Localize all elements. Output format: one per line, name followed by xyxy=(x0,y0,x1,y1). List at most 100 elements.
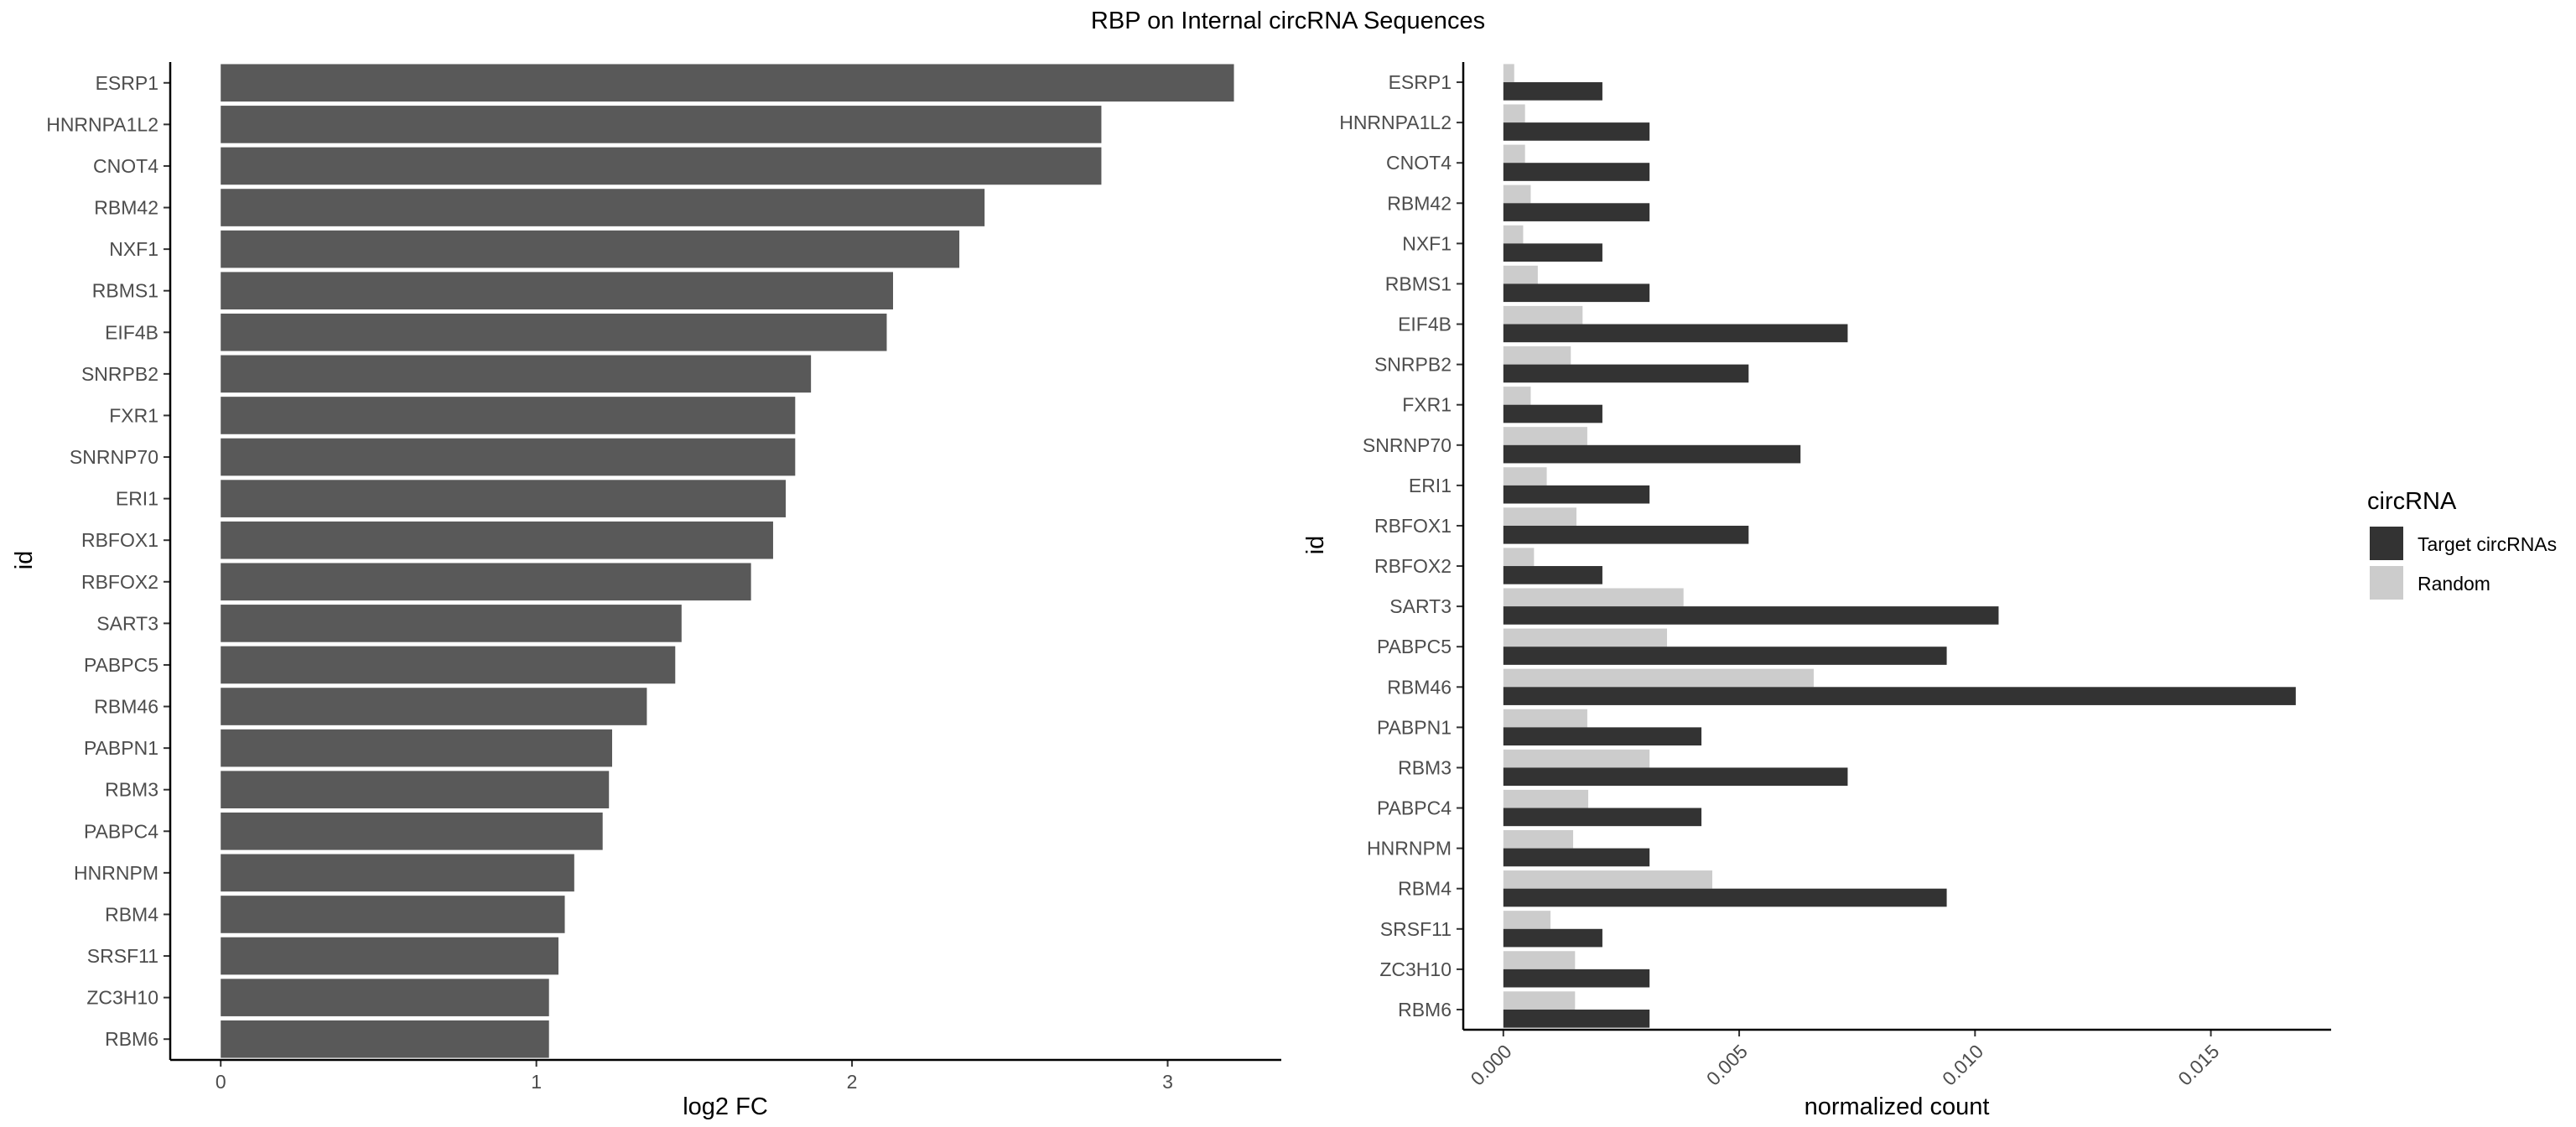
random-bar xyxy=(1503,588,1684,607)
log2fc-bar xyxy=(221,812,603,850)
log2fc-bar xyxy=(221,854,574,892)
log2fc-bar xyxy=(221,480,787,517)
left-x-ticks: 0 1 2 3 xyxy=(216,1060,1173,1093)
target-circrna-bar xyxy=(1503,82,1602,101)
left-y-tick-label: ZC3H10 xyxy=(86,987,158,1009)
normalized-count-bars xyxy=(1503,64,2296,1028)
log2fc-bar-chart: ESRP1HNRNPA1L2CNOT4RBM42NXF1RBMS1EIF4BSN… xyxy=(11,62,1281,1120)
log2fc-bar xyxy=(221,605,682,642)
target-circrna-bar xyxy=(1503,485,1650,504)
right-y-axis-title: id xyxy=(1302,536,1329,555)
random-bar xyxy=(1503,427,1587,445)
random-bar xyxy=(1503,628,1667,647)
target-circrna-bar xyxy=(1503,122,1650,141)
log2fc-bar xyxy=(221,355,812,393)
log2fc-bar xyxy=(221,688,647,725)
log2fc-bar xyxy=(221,313,887,351)
target-circrna-bar xyxy=(1503,647,1947,665)
random-bar xyxy=(1503,64,1514,83)
right-y-tick-label: ZC3H10 xyxy=(1379,958,1452,980)
right-y-tick-label: PABPN1 xyxy=(1377,716,1452,738)
target-circrna-bar xyxy=(1503,444,1801,464)
log2fc-bar xyxy=(221,106,1102,143)
legend-label-target: Target circRNAs xyxy=(2418,533,2557,555)
target-circrna-bar xyxy=(1503,727,1702,746)
left-y-tick-label: SART3 xyxy=(96,612,158,634)
right-y-tick-label: NXF1 xyxy=(1402,232,1452,254)
random-bar xyxy=(1503,911,1551,929)
left-x-tick-label: 1 xyxy=(531,1071,542,1093)
left-y-tick-label: EIF4B xyxy=(105,321,158,343)
right-y-tick-label: RBM42 xyxy=(1387,192,1452,214)
left-y-tick-label: HNRNPA1L2 xyxy=(46,113,158,135)
left-y-tick-label: RBM46 xyxy=(94,696,158,718)
target-circrna-bar xyxy=(1503,687,2296,705)
random-bar xyxy=(1503,305,1583,325)
target-circrna-bar xyxy=(1503,1009,1650,1028)
left-y-tick-label: SNRNP70 xyxy=(70,446,158,468)
left-y-tick-label: RBM3 xyxy=(105,779,158,801)
left-y-tick-label: PABPC5 xyxy=(84,654,158,676)
target-circrna-bar xyxy=(1503,324,1848,343)
log2fc-bar xyxy=(221,937,558,975)
right-y-tick-label: PABPC4 xyxy=(1377,797,1452,819)
left-y-tick-label: NXF1 xyxy=(109,238,158,260)
left-y-tick-label: CNOT4 xyxy=(93,155,158,177)
right-y-tick-label: PABPC5 xyxy=(1377,636,1452,657)
right-x-tick-label: 0.015 xyxy=(2174,1040,2223,1089)
figure-title: RBP on Internal circRNA Sequences xyxy=(1091,8,1485,34)
left-x-axis-title: log2 FC xyxy=(683,1093,768,1120)
target-circrna-bar xyxy=(1503,888,1947,907)
right-y-tick-label: ESRP1 xyxy=(1389,71,1452,93)
target-circrna-bar xyxy=(1503,404,1602,423)
target-circrna-bar xyxy=(1503,283,1650,303)
right-y-tick-label: HNRNPA1L2 xyxy=(1339,112,1452,133)
log2fc-bar xyxy=(221,979,549,1016)
target-circrna-bar xyxy=(1503,566,1602,584)
random-bar xyxy=(1503,467,1547,486)
target-circrna-bar xyxy=(1503,808,1702,827)
right-y-tick-label: FXR1 xyxy=(1402,394,1452,416)
left-y-tick-label: SRSF11 xyxy=(87,945,158,967)
log2fc-bar xyxy=(221,397,796,434)
random-bar xyxy=(1503,265,1538,284)
left-y-tick-label: RBMS1 xyxy=(92,280,158,302)
right-x-ticks: 0.000 0.005 0.010 0.015 xyxy=(1467,1030,2223,1090)
log2fc-bar xyxy=(221,563,751,601)
random-bar xyxy=(1503,144,1525,164)
left-y-tick-label: SNRPB2 xyxy=(81,363,158,385)
random-bar xyxy=(1503,507,1576,526)
left-y-tick-labels: ESRP1 HNRNPA1L2 CNOT4 RBM42 NXF1 RBMS1 EIF4B SN… xyxy=(46,72,170,1050)
left-y-tick-label: HNRNPM xyxy=(74,862,158,884)
left-y-tick-label: PABPC4 xyxy=(84,820,158,842)
right-y-tick-label: HNRNPM xyxy=(1367,838,1452,860)
left-y-tick-label: RBFOX1 xyxy=(81,529,158,551)
log2fc-bar xyxy=(221,272,894,310)
log2fc-bar xyxy=(221,438,796,476)
right-y-tick-label: RBMS1 xyxy=(1385,273,1452,294)
right-y-tick-labels: ESRP1 HNRNPA1L2 CNOT4 RBM42 NXF1 RBMS1 EIF4B SN… xyxy=(1339,71,1463,1021)
random-bar xyxy=(1503,951,1576,969)
log2fc-bar xyxy=(221,189,985,226)
right-y-tick-label: ERI1 xyxy=(1409,475,1452,496)
log2fc-bar xyxy=(221,147,1102,185)
right-x-axis-title: normalized count xyxy=(1805,1093,1990,1120)
left-y-tick-label: RBM42 xyxy=(94,197,158,219)
right-y-tick-label: SART3 xyxy=(1389,595,1452,617)
right-y-tick-label: CNOT4 xyxy=(1386,152,1452,174)
right-y-tick-label: RBM4 xyxy=(1398,878,1452,900)
right-y-tick-label: RBM6 xyxy=(1398,999,1452,1021)
right-y-tick-label: SNRPB2 xyxy=(1374,354,1452,376)
target-circrna-bar xyxy=(1503,243,1602,262)
legend-title: circRNA xyxy=(2367,488,2457,515)
legend-key-random xyxy=(2370,566,2403,600)
random-bar xyxy=(1503,870,1712,889)
random-bar xyxy=(1503,387,1531,405)
right-y-tick-label: EIF4B xyxy=(1398,314,1452,335)
log2fc-bar xyxy=(221,230,960,268)
log2fc-bar xyxy=(221,521,773,559)
random-bar xyxy=(1503,184,1531,204)
right-y-tick-label: SNRNP70 xyxy=(1363,434,1452,456)
left-y-tick-label: PABPN1 xyxy=(84,737,158,759)
